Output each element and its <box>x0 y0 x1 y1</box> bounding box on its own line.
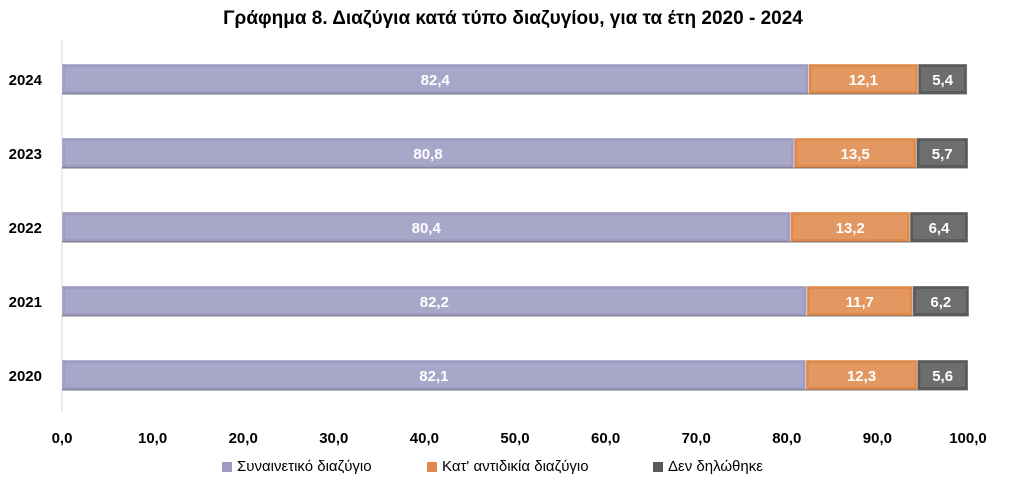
data-label: 80,4 <box>412 220 442 237</box>
y-tick-label: 2023 <box>9 146 42 163</box>
bar-segment <box>912 285 970 317</box>
x-tick-label: 10,0 <box>138 430 167 447</box>
legend-swatch <box>222 461 232 472</box>
x-tick-label: 50,0 <box>500 430 529 447</box>
bar-segment <box>789 211 911 243</box>
bar-bevel <box>65 141 792 165</box>
bar-segment <box>61 63 810 95</box>
bar-bevel <box>65 215 788 239</box>
x-tick-label: 100,0 <box>949 430 987 447</box>
bar-segment <box>61 359 807 391</box>
legend-swatch <box>427 461 437 472</box>
x-tick-label: 30,0 <box>319 430 348 447</box>
legend-item-contested: Κατ' αντιδικία διαζύγιο <box>427 458 589 475</box>
data-label: 13,5 <box>841 146 870 163</box>
legend-item-not-declared: Δεν δηλώθηκε <box>653 458 763 475</box>
bar-bevel <box>811 67 916 91</box>
x-tick-label: 80,0 <box>772 430 801 447</box>
bar-segment <box>808 63 919 95</box>
data-label: 82,2 <box>420 294 449 311</box>
data-label: 6,2 <box>930 294 951 311</box>
bar-bevel <box>920 363 965 387</box>
data-label: 5,4 <box>932 72 954 89</box>
bar-bevel <box>809 289 910 313</box>
bar-segment <box>805 359 918 391</box>
data-label: 12,3 <box>847 368 876 385</box>
bar-bevel <box>808 363 915 387</box>
x-tick-label: 40,0 <box>410 430 439 447</box>
bar-segment <box>916 359 969 391</box>
legend-item-consensual: Συναινετικό διαζύγιο <box>222 458 372 475</box>
bar-segment <box>793 137 917 169</box>
legend-swatch <box>653 461 663 472</box>
data-label: 12,1 <box>849 72 878 89</box>
data-label: 80,8 <box>413 146 442 163</box>
x-tick-label: 70,0 <box>682 430 711 447</box>
x-tick-label: 0,0 <box>52 430 73 447</box>
bar-bevel <box>65 289 804 313</box>
y-tick-label: 2020 <box>9 368 42 385</box>
data-label: 6,4 <box>929 220 951 237</box>
bar-segment <box>61 285 808 317</box>
bar-segment <box>806 285 914 317</box>
bar-segment <box>909 211 969 243</box>
bar-bevel <box>915 289 966 313</box>
data-label: 82,4 <box>421 72 451 89</box>
data-label: 11,7 <box>846 294 874 311</box>
bar-bevel <box>65 67 806 91</box>
y-tick-label: 2022 <box>9 220 42 237</box>
data-label: 82,1 <box>419 368 448 385</box>
chart-title: Γράφημα 8. Διαζύγια κατά τύπο διαζυγίου,… <box>223 8 803 29</box>
bar-segment <box>61 137 795 169</box>
data-label: 5,6 <box>932 368 953 385</box>
bar-bevel <box>797 141 914 165</box>
bar-bevel <box>793 215 908 239</box>
legend-label: Δεν δηλώθηκε <box>668 458 763 475</box>
y-tick-label: 2024 <box>9 72 43 89</box>
legend-label: Συναινετικό διαζύγιο <box>237 458 372 475</box>
x-tick-label: 90,0 <box>863 430 892 447</box>
bar-bevel <box>913 215 965 239</box>
bar-bevel <box>919 141 965 165</box>
bar-segment <box>917 63 968 95</box>
y-tick-label: 2021 <box>9 294 42 311</box>
x-tick-label: 20,0 <box>229 430 258 447</box>
bar-bevel <box>921 67 965 91</box>
legend-label: Κατ' αντιδικία διαζύγιο <box>442 458 589 475</box>
data-label: 5,7 <box>932 146 953 163</box>
x-tick-label: 60,0 <box>591 430 620 447</box>
bar-bevel <box>65 363 803 387</box>
bar-segment <box>915 137 969 169</box>
data-label: 13,2 <box>836 220 865 237</box>
